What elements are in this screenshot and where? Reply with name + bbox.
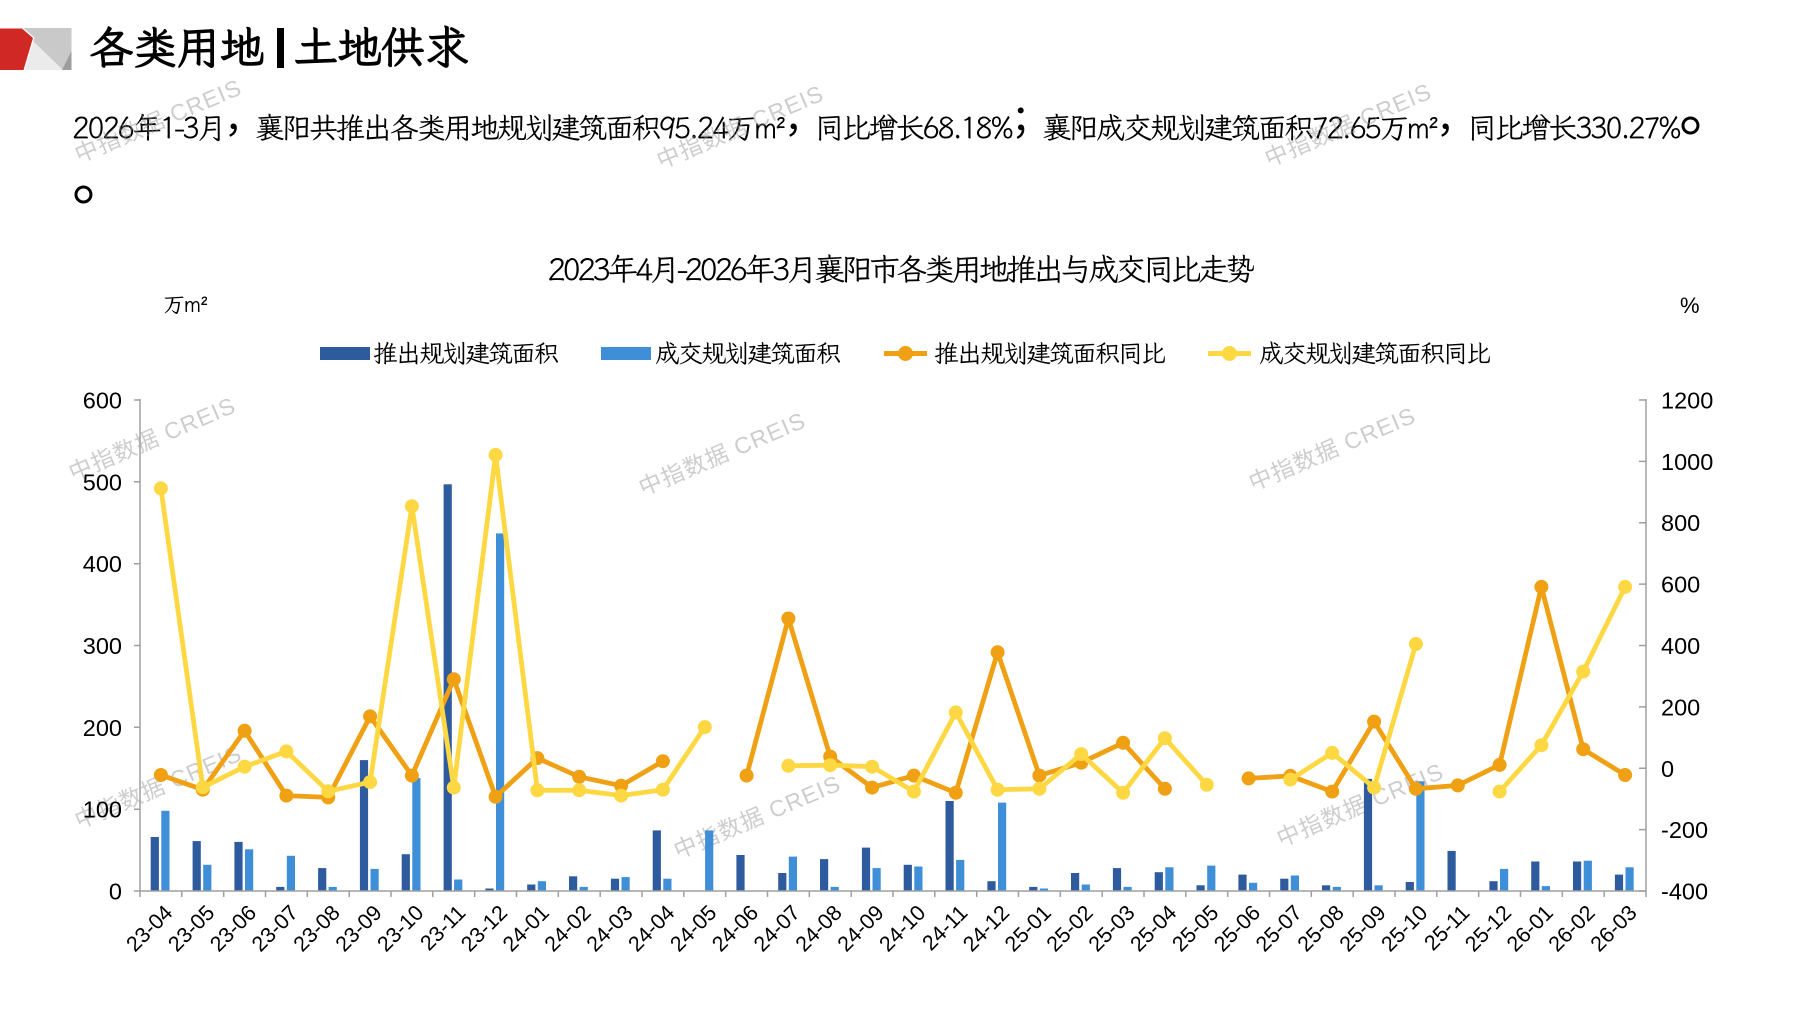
svg-text:300: 300	[83, 633, 122, 659]
svg-text:26-02: 26-02	[1544, 901, 1600, 957]
svg-text:25-01: 25-01	[1000, 901, 1056, 957]
svg-text:成交规划建筑面积: 成交规划建筑面积	[655, 337, 840, 370]
svg-text:600: 600	[83, 388, 122, 414]
svg-text:23-11: 23-11	[416, 901, 471, 956]
svg-text:24-07: 24-07	[749, 901, 805, 957]
svg-text:0: 0	[109, 879, 122, 905]
svg-text:23-06: 23-06	[205, 901, 261, 957]
svg-text:成交规划建筑面积同比: 成交规划建筑面积同比	[1259, 337, 1490, 370]
svg-text:25-07: 25-07	[1251, 901, 1307, 957]
svg-text:%: %	[1680, 293, 1700, 318]
svg-text:-400: -400	[1661, 879, 1708, 905]
svg-text:200: 200	[1661, 694, 1700, 720]
svg-text:23-12: 23-12	[456, 901, 512, 957]
svg-text:23-07: 23-07	[247, 901, 303, 957]
svg-text:25-12: 25-12	[1460, 901, 1516, 957]
svg-text:24-02: 24-02	[540, 901, 596, 957]
svg-text:2023年4月-2026年3月襄阳市各类用地推出与成交同比走: 2023年4月-2026年3月襄阳市各类用地推出与成交同比走势	[547, 248, 1254, 289]
svg-text:24-09: 24-09	[833, 901, 889, 957]
svg-text:25-04: 25-04	[1126, 901, 1182, 957]
svg-text:24-10: 24-10	[875, 901, 931, 957]
svg-text:推出规划建筑面积: 推出规划建筑面积	[373, 337, 558, 370]
svg-text:25-09: 25-09	[1335, 901, 1391, 957]
svg-text:200: 200	[83, 715, 122, 741]
svg-text:400: 400	[1661, 633, 1700, 659]
svg-text:25-05: 25-05	[1167, 901, 1223, 957]
svg-text:1200: 1200	[1661, 388, 1713, 414]
svg-text:25-03: 25-03	[1084, 901, 1140, 957]
svg-text:23-09: 23-09	[331, 901, 387, 957]
svg-text:23-04: 23-04	[122, 901, 178, 957]
svg-text:万m²: 万m²	[163, 290, 208, 319]
svg-text:1000: 1000	[1661, 449, 1713, 475]
svg-text:24-06: 24-06	[707, 901, 763, 957]
svg-text:25-10: 25-10	[1377, 901, 1433, 957]
svg-text:25-08: 25-08	[1293, 901, 1349, 957]
svg-text:25-11: 25-11	[1420, 901, 1475, 956]
svg-text:23-10: 23-10	[373, 901, 429, 957]
svg-text:24-08: 24-08	[791, 901, 847, 957]
svg-text:500: 500	[83, 469, 122, 495]
svg-text:24-11: 24-11	[918, 901, 973, 956]
svg-text:100: 100	[83, 797, 122, 823]
svg-text:800: 800	[1661, 510, 1700, 536]
svg-text:推出规划建筑面积同比: 推出规划建筑面积同比	[934, 337, 1165, 370]
svg-text:24-05: 24-05	[665, 901, 721, 957]
svg-text:-200: -200	[1661, 817, 1708, 843]
svg-text:26-03: 26-03	[1586, 901, 1642, 957]
svg-text:23-08: 23-08	[289, 901, 345, 957]
svg-text:24-03: 24-03	[582, 901, 638, 957]
svg-text:600: 600	[1661, 572, 1700, 598]
svg-text:400: 400	[83, 551, 122, 577]
svg-text:23-05: 23-05	[163, 901, 219, 957]
svg-text:0: 0	[1661, 756, 1674, 782]
svg-text:26-01: 26-01	[1502, 901, 1558, 957]
svg-text:24-04: 24-04	[624, 901, 680, 957]
svg-text:24-01: 24-01	[498, 901, 554, 957]
svg-text:25-02: 25-02	[1042, 901, 1098, 957]
svg-text:25-06: 25-06	[1209, 901, 1265, 957]
svg-text:24-12: 24-12	[958, 901, 1014, 957]
